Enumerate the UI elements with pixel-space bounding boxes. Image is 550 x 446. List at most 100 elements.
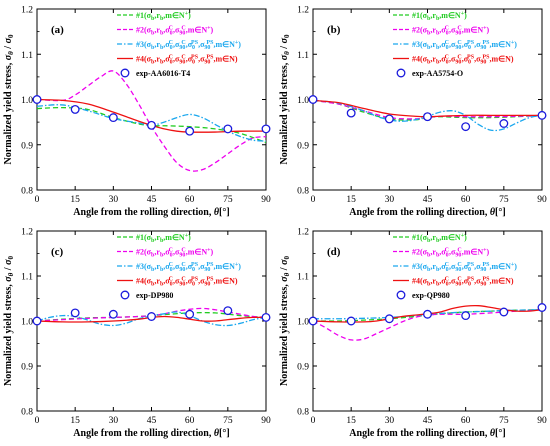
legend-label-2: #2(σb,rb,σ0C,σ90C,m∈N+) xyxy=(136,248,214,259)
exp-point xyxy=(70,308,80,318)
y-tick-label: 0.9 xyxy=(21,363,33,373)
x-tick-label: 75 xyxy=(223,416,233,426)
legend-label-1: #1(σb,rb,m∈N+) xyxy=(136,233,191,244)
y-tick-label: 1.2 xyxy=(297,6,309,16)
exp-point xyxy=(261,312,271,322)
legend-exp-marker xyxy=(396,68,406,78)
exp-point xyxy=(537,303,547,312)
y-tick-label: 0.9 xyxy=(21,141,33,151)
y-tick-label: 1.1 xyxy=(21,273,33,283)
exp-point xyxy=(537,110,547,120)
legend-exp-label: exp-AA5754-O xyxy=(412,69,463,78)
x-tick-label: 0 xyxy=(35,416,40,426)
chart-panel-2: 0 15 30 45 60 75 90 0.8 0.9 1.0 1.1 1.2 Angle from t… xyxy=(3,228,271,440)
legend-label-4: #4(σb,rb,σ0C,σ90C,σ0PS,σ90PS,m∈N) xyxy=(136,55,238,66)
x-tick-label: 30 xyxy=(385,416,395,426)
y-axis-label: Normalized yield stress, σθ / σ0 xyxy=(279,256,291,386)
y-tick-label: 1.0 xyxy=(21,96,33,106)
legend-label-4: #4(σb,rb,σ0C,σ90C,σ0PS,σ90PS,m∈N) xyxy=(136,277,238,288)
legend-label-2: #2(σb,rb,σ0C,σ90C,m∈N+) xyxy=(412,26,490,37)
x-tick-label: 75 xyxy=(499,416,509,426)
x-tick-label: 45 xyxy=(423,416,433,426)
x-axis-label: Angle from the rolling direction, θ[°] xyxy=(73,207,229,218)
x-axis-label: Angle from the rolling direction, θ[°] xyxy=(73,428,229,439)
y-tick-label: 1.2 xyxy=(21,6,33,16)
exp-point xyxy=(384,114,394,124)
legend-label-3: #3(σb,rb,σ0C,σ90C,σ0PS,σ90PS,m∈N+) xyxy=(136,40,241,51)
exp-point xyxy=(261,124,271,134)
legend-label-4: #4(σb,rb,σ0C,σ90C,σ0PS,σ90PS,m∈N) xyxy=(412,277,514,288)
exp-point xyxy=(346,108,356,118)
exp-point xyxy=(108,309,118,319)
series-line-2 xyxy=(313,309,542,341)
legend-exp-label: exp-QP980 xyxy=(412,291,450,300)
y-tick-label: 0.8 xyxy=(21,187,33,197)
y-tick-label: 1.0 xyxy=(297,96,309,106)
legend-exp-marker xyxy=(120,68,130,78)
exp-point xyxy=(70,105,80,114)
x-tick-label: 75 xyxy=(499,195,509,205)
panel-label: (a) xyxy=(51,24,64,36)
x-tick-label: 0 xyxy=(311,195,316,205)
x-tick-label: 0 xyxy=(35,195,40,205)
x-tick-label: 60 xyxy=(185,416,195,426)
y-tick-label: 0.8 xyxy=(297,408,309,418)
x-tick-label: 90 xyxy=(261,195,271,205)
legend-label-1: #1(σb,rb,m∈N+) xyxy=(412,11,467,22)
legend-label-2: #2(σb,rb,σ0C,σ90C,m∈N+) xyxy=(412,248,490,259)
exp-point xyxy=(185,126,195,136)
panel-label: (d) xyxy=(327,246,341,258)
x-tick-label: 0 xyxy=(311,416,316,426)
x-axis-label: Angle from the rolling direction, θ[°] xyxy=(349,207,505,218)
panel-label: (c) xyxy=(51,246,64,258)
x-tick-label: 30 xyxy=(109,195,119,205)
exp-point xyxy=(147,312,156,321)
legend-label-4: #4(σb,rb,σ0C,σ90C,σ0PS,σ90PS,m∈N) xyxy=(412,55,514,66)
panel-label: (b) xyxy=(327,24,341,36)
x-tick-label: 45 xyxy=(147,416,157,426)
y-axis-label: Normalized yield stress, σθ / σ0 xyxy=(279,34,291,164)
x-tick-label: 60 xyxy=(185,195,195,205)
legend-label-2: #2(σb,rb,σ0C,σ90C,m∈N+) xyxy=(136,26,214,37)
exp-point xyxy=(185,309,195,319)
x-tick-label: 15 xyxy=(346,195,356,205)
chart-panel-3: 0 15 30 45 60 75 90 0.8 0.9 1.0 1.1 1.2 Angle from t… xyxy=(279,228,547,440)
exp-point xyxy=(32,316,42,326)
series-line-4 xyxy=(37,315,266,323)
y-tick-label: 0.9 xyxy=(297,141,309,151)
x-tick-label: 45 xyxy=(423,195,433,205)
x-tick-label: 60 xyxy=(461,416,471,426)
exp-point xyxy=(423,112,432,122)
exp-point xyxy=(499,119,509,128)
x-tick-label: 90 xyxy=(537,416,547,426)
exp-point xyxy=(108,113,118,123)
y-tick-label: 0.8 xyxy=(297,187,309,197)
y-tick-label: 1.2 xyxy=(21,228,33,238)
x-axis-label: Angle from the rolling direction, θ[°] xyxy=(349,428,505,439)
series-line-2 xyxy=(37,70,266,172)
exp-point xyxy=(499,307,509,317)
x-tick-label: 90 xyxy=(537,195,547,205)
legend-label-3: #3(σb,rb,σ0C,σ90C,σ0PS,σ90PS,m∈N+) xyxy=(412,262,517,273)
legend-label-3: #3(σb,rb,σ0C,σ90C,σ0PS,σ90PS,m∈N+) xyxy=(136,262,241,273)
exp-point xyxy=(223,306,233,316)
exp-point xyxy=(147,120,156,130)
y-axis-label: Normalized yield stress, σθ / σ0 xyxy=(3,34,15,164)
x-tick-label: 45 xyxy=(147,195,157,205)
x-tick-label: 15 xyxy=(70,416,80,426)
y-tick-label: 0.8 xyxy=(21,408,33,418)
exp-point xyxy=(461,311,471,321)
y-tick-label: 0.9 xyxy=(297,363,309,373)
y-axis-label: Normalized yield stress, σθ / σ0 xyxy=(3,256,15,386)
exp-point xyxy=(346,316,356,326)
legend-label-1: #1(σb,rb,m∈N+) xyxy=(136,11,191,22)
y-tick-label: 1.0 xyxy=(21,318,33,328)
y-tick-label: 1.1 xyxy=(297,273,309,283)
x-tick-label: 75 xyxy=(223,195,233,205)
chart-panel-0: 0 15 30 45 60 75 90 0.8 0.9 1.0 1.1 1.2 Angle from t… xyxy=(3,6,271,219)
y-tick-label: 1.2 xyxy=(297,228,309,238)
exp-point xyxy=(223,124,233,134)
series-line-4 xyxy=(37,98,266,133)
series-line-3 xyxy=(37,104,266,142)
